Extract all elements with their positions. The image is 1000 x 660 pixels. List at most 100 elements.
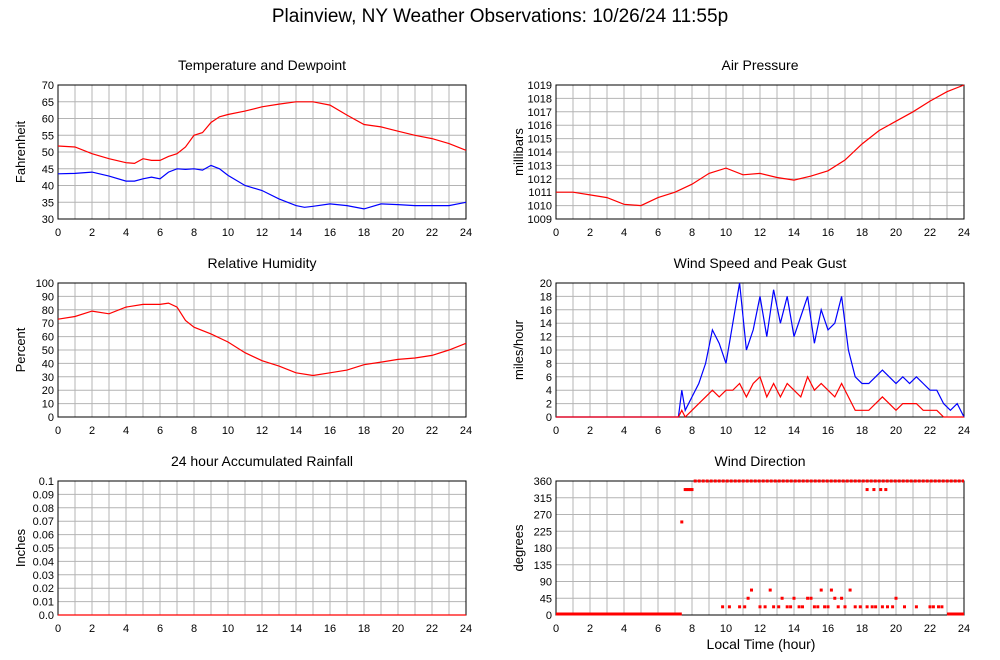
wind-xtick-label: 24	[958, 425, 970, 437]
pressure-series-0-line	[556, 84, 965, 207]
wind-series-1-line	[556, 375, 964, 419]
pressure-xtick-label: 16	[822, 227, 834, 239]
direction-point	[848, 588, 852, 592]
direction-point	[746, 596, 750, 600]
temp-xtick-label: 14	[290, 227, 302, 239]
humidity-ytick-label: 0	[48, 412, 54, 424]
humidity-xtick-label: 12	[256, 425, 268, 437]
direction-xtick-label: 14	[788, 623, 800, 635]
humidity-ytick-label: 100	[36, 278, 54, 290]
direction-point	[685, 488, 689, 492]
direction-xtick-label: 24	[958, 623, 970, 635]
rain-ytick-label: 0.02	[33, 583, 54, 595]
rain-xtick-label: 20	[392, 623, 404, 635]
wind-ytick-label: 12	[540, 332, 552, 344]
rain-xtick-label: 16	[324, 623, 336, 635]
direction-point	[789, 605, 793, 609]
direction-ytick-label: 90	[540, 577, 552, 589]
direction-point	[801, 605, 804, 609]
pressure-ytick-label: 1014	[528, 147, 552, 159]
wind-ytick-label: 20	[540, 278, 552, 290]
direction-point	[870, 605, 874, 609]
humidity-xtick-label: 2	[89, 425, 95, 437]
rain-ytick-label: 0.05	[33, 543, 54, 555]
humidity-ytick-label: 10	[42, 399, 54, 411]
direction-ytick-label: 135	[534, 560, 552, 572]
rain-xtick-label: 14	[290, 623, 302, 635]
direction-point	[680, 520, 684, 524]
pressure-xtick-label: 6	[655, 227, 661, 239]
wind-xtick-label: 4	[621, 425, 627, 437]
wind-ytick-label: 14	[540, 318, 552, 330]
rain-chart-title: 24 hour Accumulated Rainfall	[171, 453, 353, 469]
direction-point	[931, 605, 935, 609]
direction-point	[721, 605, 725, 609]
humidity-xtick-label: 0	[55, 425, 61, 437]
rain-ytick-label: 0.01	[33, 597, 54, 609]
pressure-plot-frame	[555, 84, 965, 220]
direction-chart-title: Wind Direction	[714, 453, 805, 469]
direction-point	[777, 605, 781, 609]
pressure-xtick-label: 18	[856, 227, 868, 239]
wind-ytick-label: 4	[546, 385, 552, 397]
rain-xtick-label: 6	[157, 623, 163, 635]
wind-xtick-label: 20	[890, 425, 902, 437]
rain-xtick-label: 12	[256, 623, 268, 635]
direction-point	[727, 605, 731, 609]
pressure-xtick-label: 0	[553, 227, 559, 239]
wind-ytick-label: 8	[546, 358, 552, 370]
direction-point	[928, 605, 932, 609]
direction-point	[884, 488, 888, 492]
direction-ytick-label: 270	[534, 510, 552, 522]
humidity-xtick-label: 24	[460, 425, 472, 437]
direction-point	[687, 488, 691, 492]
humidity-ytick-label: 30	[42, 372, 54, 384]
direction-ytick-label: 315	[534, 493, 552, 505]
temp-xtick-label: 22	[426, 227, 438, 239]
direction-point	[806, 596, 810, 600]
pressure-ytick-label: 1010	[528, 201, 552, 213]
direction-point	[836, 605, 840, 609]
rain-ytick-label: 0.06	[33, 530, 54, 542]
direction-point	[743, 605, 747, 609]
direction-point	[823, 605, 827, 609]
direction-point	[768, 588, 772, 592]
wind-chart-title: Wind Speed and Peak Gust	[674, 255, 847, 271]
humidity-ytick-label: 20	[42, 385, 54, 397]
wind-xtick-label: 2	[587, 425, 593, 437]
humidity-ytick-label: 70	[42, 318, 54, 330]
rain-xtick-label: 18	[358, 623, 370, 635]
humidity-ytick-label: 50	[42, 345, 54, 357]
humidity-xtick-label: 14	[290, 425, 302, 437]
direction-ytick-label: 360	[534, 476, 552, 488]
direction-ytick-label: 225	[534, 526, 552, 538]
direction-point	[829, 588, 833, 592]
humidity-ytick-label: 90	[42, 291, 54, 303]
direction-point	[792, 596, 796, 600]
direction-point	[894, 596, 898, 600]
humidity-xtick-label: 6	[157, 425, 163, 437]
direction-xtick-label: 16	[822, 623, 834, 635]
direction-point	[683, 488, 687, 492]
direction-point	[940, 605, 944, 609]
temp-xtick-label: 20	[392, 227, 404, 239]
direction-point	[780, 596, 784, 600]
pressure-xtick-label: 8	[689, 227, 695, 239]
wind-series-0-line	[556, 282, 965, 418]
direction-point	[872, 488, 876, 492]
rain-xtick-label: 22	[426, 623, 438, 635]
wind-ytick-label: 16	[540, 305, 552, 317]
direction-point	[688, 488, 692, 492]
direction-point	[865, 605, 869, 609]
rain-xtick-label: 0	[55, 623, 61, 635]
pressure-ytick-label: 1019	[528, 80, 552, 92]
pressure-ytick-label: 1009	[528, 214, 552, 226]
pressure-y-axis-label: millibars	[511, 128, 526, 176]
pressure-xtick-label: 14	[788, 227, 800, 239]
direction-point	[797, 605, 801, 609]
temp-series-1-line	[57, 164, 467, 210]
rain-xtick-label: 2	[89, 623, 95, 635]
wind-ytick-label: 0	[546, 412, 552, 424]
pressure-xtick-label: 24	[958, 227, 970, 239]
